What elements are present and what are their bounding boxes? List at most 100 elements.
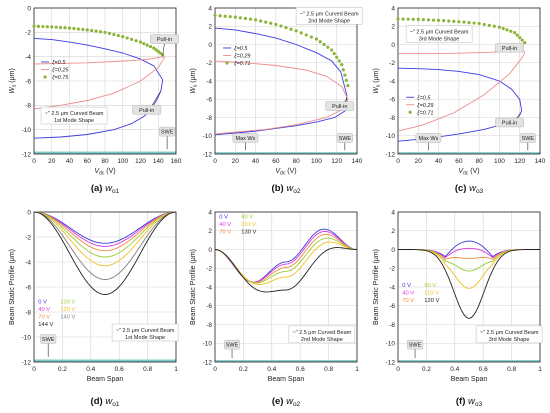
plot-frame	[33, 211, 177, 363]
mode-note-text: ~" 2.5 μm Curved Beam	[480, 330, 539, 336]
y-tick-label: 0	[208, 247, 212, 254]
y-tick-label: -10	[203, 133, 213, 140]
y-tick-label: 0	[391, 42, 395, 49]
mode-note-text: 1st Mode Shape	[54, 118, 94, 124]
x-tick-label: 140	[352, 158, 363, 165]
x-tick-label: 0.8	[143, 366, 152, 373]
series-point	[243, 16, 248, 21]
x-tick-label: 0.6	[296, 366, 305, 373]
y-tick-label: -8	[206, 115, 212, 122]
series-point	[50, 25, 54, 29]
mode-note-box	[405, 25, 473, 43]
x-axis-label: Vdc (V)	[458, 168, 479, 177]
x-axis-label: Beam Span	[268, 376, 305, 383]
series-point	[452, 19, 456, 23]
y-tick-label: -4	[25, 259, 31, 266]
y-tick-label: -10	[386, 341, 396, 348]
series-point	[515, 33, 519, 37]
series-point	[447, 19, 451, 23]
voltage-legend-label: 0 V	[38, 299, 47, 305]
series-point	[472, 21, 476, 25]
voltage-legend-label: 90 V	[241, 215, 253, 221]
series-point	[509, 29, 513, 33]
series-point	[487, 23, 491, 27]
series-point	[121, 34, 125, 39]
series-point	[76, 27, 80, 31]
mode-note-text: ~" 2.5 μm Curved Beam	[292, 330, 351, 336]
series-point	[107, 31, 112, 35]
x-axis-label: Vdc (V)	[94, 168, 115, 177]
series-point	[264, 20, 268, 24]
series-line-110V	[214, 241, 358, 285]
callout-box	[495, 117, 524, 128]
y-axis-label: Beam Static Profile (μm)	[9, 249, 16, 325]
series-line-1	[33, 56, 166, 110]
legend-label: ξ=0.5	[234, 46, 248, 52]
series-point	[477, 21, 481, 26]
x-tick-label: 40	[66, 158, 74, 165]
y-axis-label: Ws (μm)	[373, 68, 382, 94]
y-tick-label: -6	[389, 97, 395, 104]
voltage-legend-label: 0 V	[402, 283, 411, 289]
series-point	[148, 45, 153, 49]
series-point	[442, 19, 446, 23]
x-tick-label: 100	[117, 158, 128, 165]
panel-caption: (e) wo2	[272, 396, 301, 408]
legend-label: ξ=0.5	[417, 95, 431, 101]
y-tick-label: -8	[389, 322, 395, 329]
series-point	[112, 32, 116, 37]
series-line-1	[214, 60, 349, 135]
series-line-130V	[214, 247, 358, 293]
x-tick-label: 40	[252, 158, 260, 165]
y-tick-label: -12	[203, 151, 213, 158]
series-point	[156, 49, 160, 54]
y-tick-label: 0	[208, 42, 212, 49]
mode-note-text: ~" 2.5 μm Curved Beam	[45, 111, 104, 117]
series-line-120V	[398, 249, 540, 319]
series-point	[497, 25, 502, 29]
callout-box	[336, 133, 353, 143]
y-tick-label: 4	[391, 209, 395, 216]
y-tick-label: 0	[27, 5, 31, 12]
y-tick-label: -2	[389, 60, 395, 67]
y-tick-label: -2	[206, 60, 212, 67]
series-line-40V	[33, 211, 177, 247]
mode-note-box	[475, 325, 543, 344]
electrode-band	[398, 360, 540, 362]
series-point	[431, 18, 436, 22]
series-point	[130, 37, 134, 41]
y-tick-label: 2	[208, 228, 212, 235]
x-tick-label: 0.4	[267, 366, 276, 373]
y-tick-label: 4	[208, 209, 212, 216]
mode-note-text: 2nd Mode Shape	[301, 337, 343, 343]
y-tick-label: 0	[391, 247, 395, 254]
series-point	[98, 30, 103, 34]
series-line-144V	[33, 211, 177, 295]
y-tick-label: -4	[389, 284, 395, 291]
callout-box	[132, 104, 162, 115]
series-point	[253, 18, 258, 22]
electrode-band	[215, 152, 357, 154]
x-axis-label: Beam Span	[451, 376, 488, 383]
series-point	[213, 13, 217, 17]
series-point	[289, 27, 293, 31]
x-tick-label: 1	[355, 366, 359, 373]
x-tick-label: 140	[535, 158, 546, 165]
x-tick-label: 0	[396, 158, 400, 165]
series-point	[125, 36, 129, 40]
series-point	[326, 45, 330, 49]
y-tick-label: 2	[391, 24, 395, 31]
series-point	[152, 46, 156, 50]
series-point	[32, 24, 36, 28]
series-point	[294, 29, 298, 33]
plot-frame	[214, 211, 358, 363]
voltage-legend-label: 110 V	[241, 222, 256, 228]
y-tick-label: -4	[206, 284, 212, 291]
y-tick-label: 0	[27, 209, 31, 216]
series-point	[85, 28, 89, 32]
series-line-120V	[33, 211, 177, 267]
x-tick-label: 0.8	[507, 366, 516, 373]
series-point	[154, 48, 158, 52]
panel-caption: (a) wo1	[91, 183, 120, 195]
y-tick-label: -2	[25, 30, 31, 37]
